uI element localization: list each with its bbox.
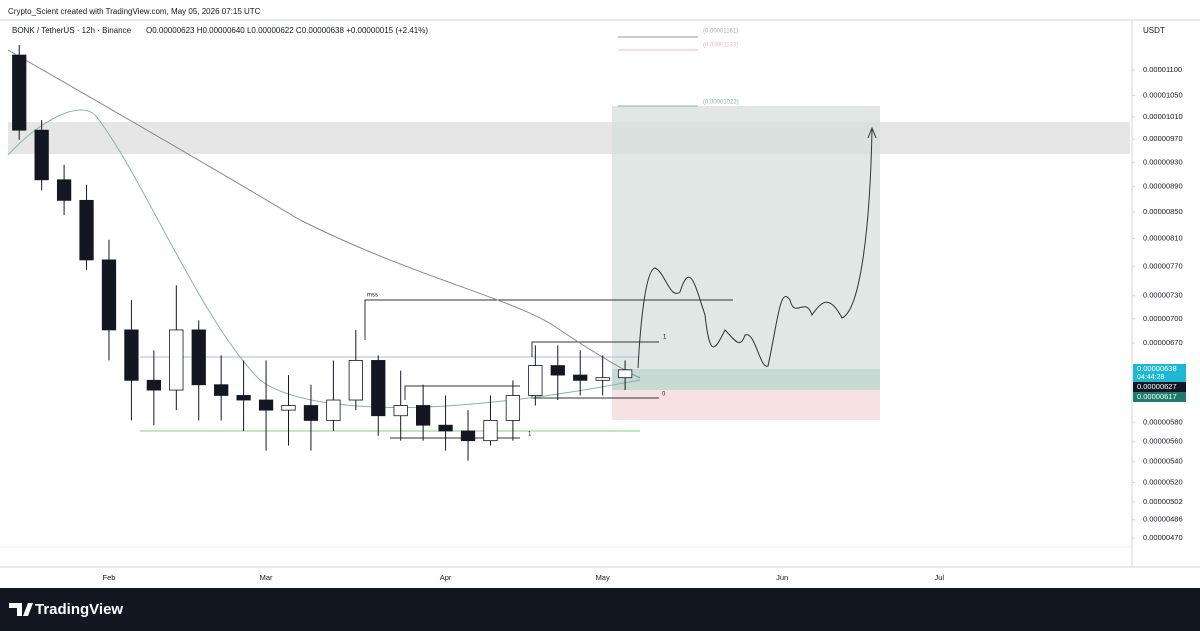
annotation: 1 bbox=[663, 335, 667, 341]
candle-body bbox=[34, 129, 49, 181]
watermark: Crypto_Scient created with TradingView.c… bbox=[8, 7, 261, 16]
supply-zone bbox=[8, 122, 1130, 154]
box-line bbox=[531, 341, 659, 357]
candle-body bbox=[303, 405, 319, 421]
x-tick-label: Jun bbox=[776, 573, 788, 582]
logo-icon bbox=[9, 603, 33, 616]
price-label: 0.00000627 bbox=[1137, 382, 1177, 391]
y-tick-label: 0.00000970 bbox=[1143, 134, 1183, 143]
candle-body bbox=[146, 379, 161, 391]
candle-body bbox=[505, 395, 521, 421]
price-label-box bbox=[1133, 382, 1186, 392]
annotation: 1 bbox=[528, 432, 532, 438]
y-tick-label: 0.00000520 bbox=[1143, 477, 1183, 486]
price-label: 0.00000638 bbox=[1137, 364, 1177, 373]
marks bbox=[12, 44, 633, 461]
candle-body bbox=[460, 430, 476, 442]
candle-body bbox=[528, 365, 543, 396]
y-tick-label: 0.00000560 bbox=[1143, 437, 1183, 446]
y-tick-label: 0.00000930 bbox=[1143, 157, 1183, 166]
brand: TradingView bbox=[35, 601, 123, 618]
fib-label: (0.00001023) bbox=[703, 100, 739, 106]
countdown: 04:44:28 bbox=[1137, 374, 1164, 381]
x-tick-label: Mar bbox=[260, 573, 273, 582]
candle-body bbox=[483, 420, 498, 442]
x-tick-label: Jul bbox=[934, 573, 944, 582]
fib-label: (0.00001161) bbox=[703, 29, 738, 35]
box-line bbox=[404, 385, 520, 400]
y-tick-label: 0.00000730 bbox=[1143, 291, 1183, 300]
annotation: 0 bbox=[662, 392, 666, 398]
candle-body bbox=[56, 179, 72, 201]
candle-body bbox=[595, 377, 610, 381]
candle-body bbox=[258, 399, 274, 411]
candle-body bbox=[326, 399, 341, 421]
x-tick-label: May bbox=[596, 573, 610, 582]
candle-body bbox=[191, 329, 206, 386]
y-tick-label: 0.00000890 bbox=[1143, 182, 1183, 191]
y-tick-label: 0.00001100 bbox=[1143, 65, 1182, 74]
y-tick-label: 0.00001050 bbox=[1143, 91, 1183, 100]
candle-body bbox=[281, 405, 296, 411]
ohlc: O0.00000623 H0.00000640 L0.00000622 C0.0… bbox=[146, 26, 428, 35]
y-tick-label: 0.00000486 bbox=[1143, 515, 1183, 524]
candle-body bbox=[573, 374, 588, 381]
x-tick-label: Feb bbox=[103, 573, 116, 582]
candle-body bbox=[438, 424, 453, 432]
candle-body bbox=[169, 329, 184, 391]
moving-average bbox=[7, 49, 641, 379]
candle-body bbox=[348, 360, 363, 401]
x-tick-label: Apr bbox=[440, 573, 452, 582]
y-tick-label: 0.00000810 bbox=[1143, 233, 1183, 242]
y-tick-label: 0.00000540 bbox=[1143, 457, 1183, 466]
candle-body bbox=[236, 395, 251, 401]
y-tick-label: 0.00001010 bbox=[1143, 112, 1183, 121]
candle-body bbox=[617, 369, 633, 379]
stop-zone bbox=[612, 390, 880, 420]
y-tick-label: 0.00000470 bbox=[1143, 533, 1183, 542]
y-tick-label: 0.00000502 bbox=[1143, 497, 1183, 506]
entry-zone bbox=[612, 369, 880, 390]
candle-body bbox=[101, 259, 117, 331]
candle-body bbox=[214, 384, 229, 396]
y-tick-label: 0.00000670 bbox=[1143, 338, 1183, 347]
annotation: mss bbox=[367, 293, 378, 299]
candle-body bbox=[79, 199, 94, 261]
candle-body bbox=[550, 365, 565, 376]
price-label-box bbox=[1133, 364, 1186, 382]
y-tick-label: 0.00000580 bbox=[1143, 417, 1183, 426]
projection-path bbox=[637, 129, 873, 369]
y-tick-label: 0.00000700 bbox=[1143, 314, 1183, 323]
chart-title: BONK / TetherUS · 12h · Binance bbox=[12, 26, 132, 35]
candle-body bbox=[393, 405, 408, 417]
footer bbox=[0, 588, 1200, 631]
y-tick-label: 0.00000770 bbox=[1143, 261, 1183, 270]
price-label: 0.00000617 bbox=[1137, 392, 1177, 401]
arrow-head bbox=[867, 126, 877, 139]
candle-body bbox=[12, 54, 27, 131]
target-zone bbox=[612, 106, 880, 369]
fib-label: (0.00001133) bbox=[703, 43, 738, 49]
currency: USDT bbox=[1143, 26, 1165, 35]
candle-body bbox=[371, 360, 386, 417]
price-label-box bbox=[1133, 392, 1186, 402]
y-tick-label: 0.00000850 bbox=[1143, 207, 1183, 216]
candle-body bbox=[124, 329, 139, 381]
candle-body bbox=[416, 405, 431, 426]
mss-line bbox=[364, 299, 733, 340]
